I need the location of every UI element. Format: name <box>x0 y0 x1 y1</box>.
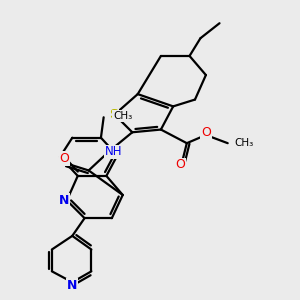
Text: N: N <box>58 194 69 207</box>
Text: O: O <box>60 152 70 165</box>
Text: S: S <box>109 108 118 121</box>
Text: O: O <box>175 158 185 172</box>
Text: CH₃: CH₃ <box>113 111 132 121</box>
Text: N: N <box>67 279 77 292</box>
Text: CH₃: CH₃ <box>235 138 254 148</box>
Text: NH: NH <box>104 146 122 158</box>
Text: O: O <box>201 126 211 139</box>
